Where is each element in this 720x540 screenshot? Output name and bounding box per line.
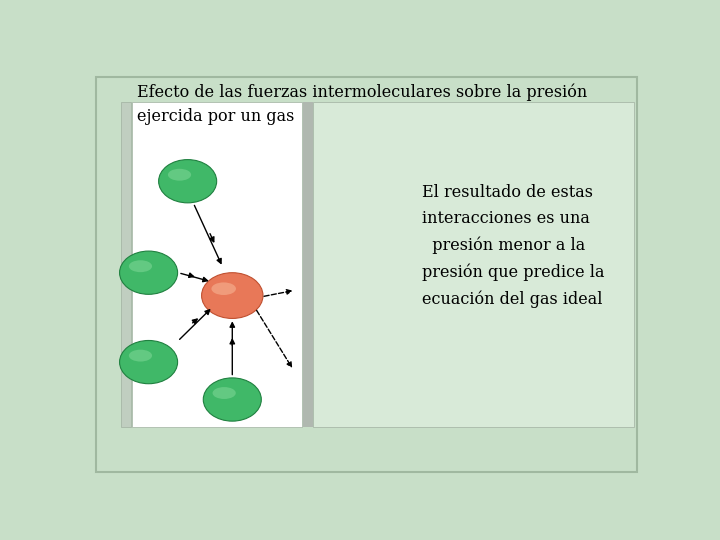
Ellipse shape: [202, 273, 263, 319]
Bar: [303, 102, 313, 427]
Text: El resultado de estas
interacciones es una
  presión menor a la
presión que pred: El resultado de estas interacciones es u…: [422, 184, 605, 308]
Ellipse shape: [158, 160, 217, 203]
Bar: [132, 102, 302, 427]
Ellipse shape: [212, 282, 236, 295]
Bar: [121, 102, 131, 427]
Ellipse shape: [129, 260, 152, 272]
Ellipse shape: [212, 387, 235, 399]
Ellipse shape: [120, 341, 178, 384]
Ellipse shape: [168, 169, 191, 181]
Text: Efecto de las fuerzas intermoleculares sobre la presión: Efecto de las fuerzas intermoleculares s…: [138, 84, 588, 101]
Bar: [313, 102, 634, 427]
Ellipse shape: [120, 251, 178, 294]
Ellipse shape: [129, 350, 152, 362]
Ellipse shape: [203, 378, 261, 421]
Text: ejercida por un gas: ejercida por un gas: [138, 109, 294, 125]
